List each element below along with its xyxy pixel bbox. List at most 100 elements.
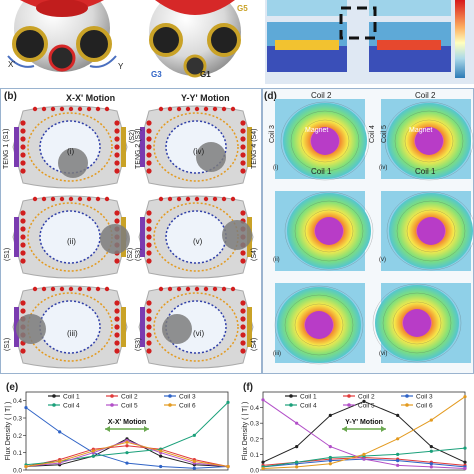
electrode-dot-right <box>240 160 246 166</box>
magnet <box>315 217 343 245</box>
magnet <box>415 127 443 155</box>
data-point <box>125 440 129 444</box>
legend-entry: Coil 1 <box>63 394 80 401</box>
data-point <box>328 455 332 460</box>
electrode-dot-top <box>41 106 47 112</box>
teng2-label: TENG 2 (S3) <box>135 128 142 169</box>
data-point <box>226 464 230 469</box>
data-point <box>159 464 163 469</box>
g1-label: G1 <box>200 70 211 79</box>
electrode-dot-left <box>20 258 26 264</box>
electrode-dot-top <box>176 106 182 112</box>
field-map-cell <box>274 283 365 365</box>
s4-label-bot: (S4) <box>251 337 258 351</box>
electrode-dot-left <box>146 308 152 314</box>
data-point <box>295 465 299 469</box>
y-tick-label: 0.0 <box>250 468 259 474</box>
electrode-dot-top <box>32 196 38 202</box>
electrode-dot-right <box>114 168 120 174</box>
electrode-dot-right <box>114 340 120 346</box>
teng-film-left <box>14 127 19 167</box>
electrode-dot-top <box>203 106 209 112</box>
electrode-dot-right <box>240 324 246 330</box>
electrode-dot-top <box>230 106 236 112</box>
data-point <box>192 433 196 437</box>
electrode-dot-top <box>158 196 164 202</box>
magnet-label-left: Magnet <box>305 127 329 134</box>
electrode-dot-right <box>240 340 246 346</box>
s4-label-mid: (S4) <box>251 247 258 261</box>
teng-cell <box>12 285 128 369</box>
data-point <box>295 445 299 449</box>
legend-marker <box>110 403 114 407</box>
electrode-dot-top <box>194 106 200 112</box>
electrode-dot-left <box>146 332 152 338</box>
legend-marker <box>168 394 172 398</box>
teng-film-right <box>121 127 126 167</box>
electrode-dot-top <box>77 106 83 112</box>
electrode-dot-left <box>146 144 152 150</box>
y-axis-label: Flux Density ( | T| ) <box>242 402 249 461</box>
flux-density-chart-xx: 0.4 0.3 0.2 0.1 0.0 Flux Density ( | T| ) Coil… <box>5 391 230 474</box>
electrode-dot-left <box>146 340 152 346</box>
legend-entry: Coil 2 <box>358 394 375 401</box>
data-point <box>261 460 265 464</box>
panel-f: (f) 0.4 0.3 0.2 0.1 0.0 Flux Density ( | T| )… <box>237 378 474 474</box>
electrode-dot-left <box>20 308 26 314</box>
g3-label: G3 <box>151 70 162 79</box>
panel-d: (d) Coil 2 Coil 3 Coil 1 Coil 2 Coil 4 C… <box>262 88 474 374</box>
teng-cell <box>12 195 130 279</box>
coil3-label: Coil 3 <box>269 125 276 143</box>
electrode-dot-top <box>203 196 209 202</box>
electrode-dot-top <box>158 286 164 292</box>
motion-annotation: Y-Y' Motion <box>345 419 383 426</box>
field-line <box>304 209 354 253</box>
flux-density-chart-yy: 0.4 0.3 0.2 0.1 0.0 Flux Density ( | T| ) Coil… <box>242 391 467 474</box>
legend-entry: Coil 3 <box>179 394 196 401</box>
data-point <box>24 464 28 469</box>
outer-coil-ring <box>27 292 113 362</box>
electrode-dot-top <box>32 106 38 112</box>
teng-film-left <box>140 127 145 167</box>
data-point <box>362 457 366 461</box>
electrode-dot-top <box>104 106 110 112</box>
roman-vi-d: (vi) <box>379 351 388 357</box>
field-line <box>386 191 473 271</box>
motion-annotation: X-X' Motion <box>108 419 146 426</box>
field-map-cell <box>381 99 473 181</box>
magnet-ball <box>196 142 226 172</box>
electrode-dot-left <box>146 152 152 158</box>
legend-marker <box>289 403 293 407</box>
roman-iv-d: (iv) <box>379 165 388 171</box>
panel-f-letter: (f) <box>243 382 253 393</box>
legend-marker <box>347 403 351 407</box>
motion-arrowheads <box>342 426 386 432</box>
coil2-label-left: Coil 2 <box>311 91 332 100</box>
legend-entry: Coil 4 <box>300 403 317 410</box>
electrode-dot-top <box>41 196 47 202</box>
coil2-label-right: Coil 2 <box>415 91 436 100</box>
y-tick-label: 0.2 <box>250 436 259 443</box>
magnet <box>403 309 431 337</box>
electrode-dot-left <box>20 144 26 150</box>
roman-iii-b: (iii) <box>67 329 78 338</box>
electrode-dot-top <box>221 196 227 202</box>
roman-v-b: (v) <box>193 237 203 246</box>
electrode-dot-top <box>50 286 56 292</box>
electrode-dot-left <box>146 226 152 232</box>
panel-field-top <box>265 0 474 84</box>
electrode-dot-left <box>20 218 26 224</box>
data-point <box>463 466 467 471</box>
teng-cell <box>138 285 254 369</box>
magnetic-field-maps <box>274 99 473 365</box>
electrode-dot-top <box>77 196 83 202</box>
header-yy-motion: Y-Y' Motion <box>181 93 230 103</box>
electrode-dot-top <box>86 106 92 112</box>
electrode-dot-right <box>240 128 246 134</box>
data-point <box>396 452 400 456</box>
electrode-dot-right <box>240 348 246 354</box>
electrode-dot-left <box>20 168 26 174</box>
magnet-ball <box>162 314 192 344</box>
s1-label-mid: (S1) <box>4 247 11 261</box>
teng-film-left <box>140 307 145 347</box>
